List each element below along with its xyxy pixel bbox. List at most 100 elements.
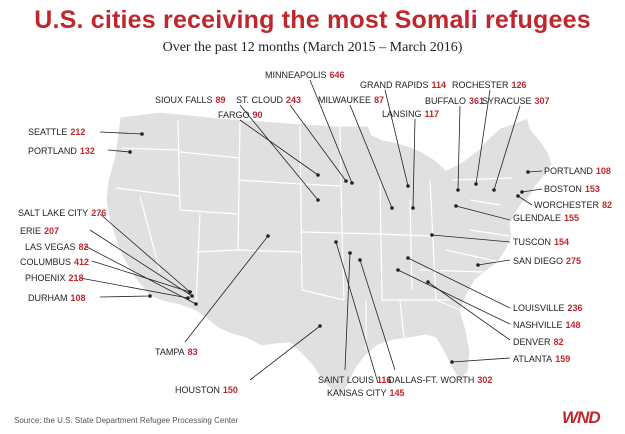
city-label: SALT LAKE CITY 276: [18, 208, 106, 218]
refugee-count: 117: [424, 109, 440, 119]
city-label: PORTLAND 108: [544, 166, 611, 176]
refugee-count: 145: [389, 388, 405, 398]
city-dot: [318, 324, 322, 328]
refugee-count: 155: [564, 213, 580, 223]
leader-line: [99, 295, 151, 298]
leader-line: [455, 205, 511, 221]
city-name: COLUMBUS: [20, 257, 72, 267]
city-name: NASHVILLE: [513, 320, 563, 330]
leader-line: [407, 257, 511, 309]
refugee-count: 87: [374, 95, 385, 105]
refugee-count: 126: [511, 80, 527, 90]
city-label: LOUISVILLE 236: [513, 303, 583, 313]
city-label: KANSAS CITY 145: [327, 388, 405, 398]
leader-line: [427, 281, 511, 341]
city-name: DALLAS-FT. WORTH: [388, 375, 475, 385]
city-label: DENVER 82: [513, 337, 564, 347]
city-dot: [454, 204, 458, 208]
city-name: PORTLAND: [28, 146, 77, 156]
leader-line: [79, 277, 189, 299]
city-dot: [520, 190, 524, 194]
city-label: MILWAUKEE 87: [318, 95, 384, 105]
leader-line: [451, 357, 511, 363]
city-label: SEATTLE 212: [28, 127, 85, 137]
leader-line: [84, 245, 197, 305]
refugee-count: 212: [70, 127, 86, 137]
city-dot: [316, 198, 320, 202]
refugee-count: 108: [70, 293, 86, 303]
city-name: LANSING: [382, 109, 422, 119]
leader-line: [99, 131, 143, 135]
city-label: COLUMBUS 412: [20, 257, 89, 267]
city-label: SYRACUSE 307: [482, 96, 550, 106]
state-borders: [115, 119, 513, 350]
city-dot: [430, 233, 434, 237]
refugee-count: 276: [91, 208, 107, 218]
leader-line: [289, 104, 347, 182]
city-name: TAMPA: [155, 347, 185, 357]
city-name: LOUISVILLE: [513, 303, 565, 313]
city-name: SEATTLE: [28, 127, 68, 137]
refugee-count: 132: [79, 146, 95, 156]
refugee-count: 154: [554, 237, 570, 247]
city-name: ERIE: [20, 226, 42, 236]
leader-lines: [79, 79, 543, 384]
city-name: FARGO: [218, 110, 250, 120]
city-label: LANSING 117: [382, 109, 439, 119]
city-name: GLENDALE: [513, 213, 562, 223]
leader-line: [384, 89, 409, 187]
leader-line: [493, 105, 521, 191]
city-label: ROCHESTER 126: [452, 80, 527, 90]
city-label: ERIE 207: [20, 226, 59, 236]
refugee-count: 153: [584, 184, 600, 194]
city-label: SIOUX FALLS 89: [155, 95, 226, 105]
city-dot: [140, 132, 144, 136]
leader-line: [91, 260, 191, 293]
city-name: BOSTON: [544, 184, 582, 194]
city-name: LAS VEGAS: [25, 242, 76, 252]
city-dot: [476, 263, 480, 267]
map-title: U.S. cities receiving the most Somali re…: [34, 6, 591, 34]
refugee-count: 82: [602, 200, 613, 210]
city-name: ST. CLOUD: [236, 95, 284, 105]
refugee-count: 307: [534, 96, 550, 106]
city-label: MINNEAPOLIS 646: [265, 70, 345, 80]
refugee-count: 159: [555, 354, 571, 364]
city-label: BOSTON 153: [544, 184, 600, 194]
city-dot: [450, 360, 454, 364]
city-dot: [334, 240, 338, 244]
city-name: SAN DIEGO: [513, 256, 564, 266]
city-name: TUSCON: [513, 237, 551, 247]
refugee-count: 275: [566, 256, 582, 266]
wnd-logo: WND: [562, 408, 601, 427]
city-label: ST. CLOUD 243: [236, 95, 301, 105]
city-name: MINNEAPOLIS: [265, 70, 327, 80]
refugee-count: 361: [469, 96, 485, 106]
city-dot: [406, 256, 410, 260]
city-label: DURHAM 108: [28, 293, 86, 303]
city-dot: [348, 251, 352, 255]
refugee-count: 646: [329, 70, 345, 80]
refugee-count: 243: [286, 95, 302, 105]
refugee-count: 218: [68, 273, 84, 283]
city-label: TUSCON 154: [513, 237, 569, 247]
leader-line: [344, 252, 351, 371]
city-label: DALLAS-FT. WORTH 302: [388, 375, 492, 385]
leader-line: [89, 229, 193, 297]
source-note: Source: the U.S. State Department Refuge…: [14, 416, 239, 425]
city-label: PORTLAND 132: [28, 146, 95, 156]
city-dot: [358, 258, 362, 262]
city-label: TAMPA 83: [155, 347, 198, 357]
city-dot: [190, 294, 194, 298]
us-landmass: [105, 111, 553, 394]
city-dot: [316, 173, 320, 177]
leader-line: [475, 89, 491, 185]
refugee-count: 150: [222, 385, 238, 395]
leader-line: [431, 234, 511, 243]
leader-line: [477, 259, 511, 266]
refugee-count: 148: [565, 320, 581, 330]
refugee-count: 82: [553, 337, 564, 347]
leader-line: [107, 149, 131, 153]
city-dot: [474, 182, 478, 186]
